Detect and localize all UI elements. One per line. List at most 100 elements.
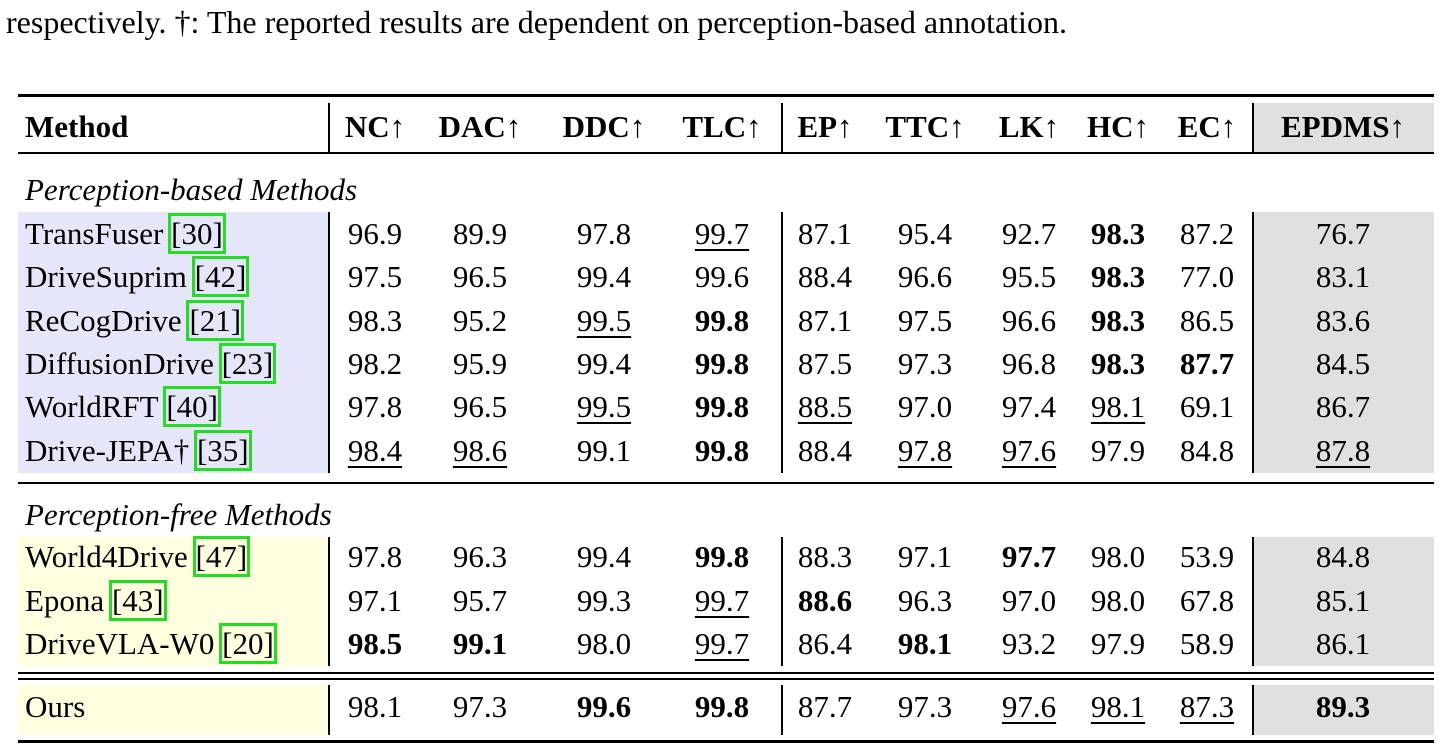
- score-cell: 99.8: [694, 389, 750, 424]
- header-cell: EP↑: [797, 109, 853, 144]
- header-cell: LK↑: [998, 109, 1060, 144]
- rule: [18, 678, 1434, 680]
- header-cell: NC↑: [344, 109, 406, 144]
- score-cell: 97.8: [576, 216, 632, 251]
- score-cell: 53.9: [1179, 539, 1235, 574]
- score-cell: 96.5: [452, 389, 508, 424]
- column-rule: [781, 103, 783, 152]
- score-cell: 98.3: [1090, 303, 1146, 338]
- score-cell: 97.9: [1090, 626, 1146, 661]
- score-cell: 92.7: [1001, 216, 1057, 251]
- header-cell: EPDMS↑: [1281, 109, 1405, 144]
- score-cell: 98.1: [897, 626, 953, 661]
- method-cell: DriveSuprim [42]: [25, 256, 250, 297]
- score-cell: 98.1: [1090, 689, 1146, 724]
- score-cell: 99.5: [576, 389, 632, 424]
- score-cell: 99.4: [576, 346, 632, 381]
- column-rule: [781, 685, 783, 735]
- score-cell: 97.3: [897, 689, 953, 724]
- column-rule: [328, 212, 330, 473]
- score-cell: 99.8: [694, 433, 750, 468]
- score-cell: 83.6: [1315, 303, 1371, 338]
- column-rule: [328, 685, 330, 735]
- score-cell: 99.8: [694, 346, 750, 381]
- score-cell: 89.9: [452, 216, 508, 251]
- score-cell: 98.3: [1090, 346, 1146, 381]
- score-cell: 98.4: [347, 433, 403, 468]
- score-cell: 95.4: [897, 216, 953, 251]
- method-cell: DriveVLA-W0 [20]: [25, 623, 277, 664]
- score-cell: 95.7: [452, 583, 508, 618]
- spacer: [214, 626, 222, 661]
- citation-link[interactable]: [40]: [163, 386, 221, 427]
- citation-link[interactable]: [20]: [219, 623, 277, 664]
- column-rule: [781, 212, 783, 473]
- caption: respectively. †: The reported results ar…: [6, 4, 1067, 40]
- citation-link[interactable]: [47]: [192, 536, 251, 577]
- header-cell: DDC↑: [562, 109, 646, 144]
- citation-link[interactable]: [35]: [193, 430, 252, 471]
- score-cell: 84.8: [1179, 433, 1235, 468]
- method-cell: TransFuser [30]: [25, 213, 226, 254]
- citation-link[interactable]: [43]: [108, 580, 167, 621]
- rule: [18, 482, 1434, 484]
- rule: [18, 740, 1434, 743]
- method-name: DriveVLA-W0: [25, 626, 215, 661]
- score-cell: 97.8: [897, 433, 953, 468]
- citation-link[interactable]: [21]: [186, 300, 245, 341]
- score-cell: 98.1: [1090, 389, 1146, 424]
- score-cell: 98.0: [1090, 539, 1146, 574]
- header-cell: Method: [25, 109, 129, 144]
- rule: [18, 94, 1434, 97]
- score-cell: 58.9: [1179, 626, 1235, 661]
- score-cell: 99.6: [694, 259, 750, 294]
- score-cell: 87.7: [1179, 346, 1235, 381]
- score-cell: 95.2: [452, 303, 508, 338]
- score-cell: 97.9: [1090, 433, 1146, 468]
- score-cell: 99.7: [694, 583, 750, 618]
- score-cell: 77.0: [1179, 259, 1235, 294]
- column-rule: [1252, 212, 1254, 473]
- score-cell: 88.6: [797, 583, 853, 618]
- score-cell: 87.5: [797, 346, 853, 381]
- score-cell: 97.1: [897, 539, 953, 574]
- score-cell: 96.3: [897, 583, 953, 618]
- score-cell: 84.8: [1315, 539, 1371, 574]
- score-cell: 87.7: [797, 689, 853, 724]
- score-cell: 83.1: [1315, 259, 1371, 294]
- score-cell: 99.7: [694, 216, 750, 251]
- citation-link[interactable]: [30]: [168, 213, 226, 254]
- score-cell: 86.4: [797, 626, 853, 661]
- score-cell: 98.0: [1090, 583, 1146, 618]
- score-cell: 86.1: [1315, 626, 1371, 661]
- score-cell: 89.3: [1315, 689, 1371, 724]
- score-cell: 99.5: [576, 303, 632, 338]
- score-cell: 97.5: [347, 259, 403, 294]
- header-cell: EC↑: [1177, 109, 1237, 144]
- method-cell: DiffusionDrive [23]: [25, 343, 277, 384]
- method-name: Drive-JEPA†: [25, 433, 190, 468]
- score-cell: 88.4: [797, 433, 853, 468]
- method-name: DriveSuprim: [25, 259, 187, 294]
- score-cell: 84.5: [1315, 346, 1371, 381]
- score-cell: 97.1: [347, 583, 403, 618]
- spacer: [104, 583, 112, 618]
- score-cell: 76.7: [1315, 216, 1371, 251]
- citation-link[interactable]: [23]: [218, 343, 277, 384]
- method-name: World4Drive: [25, 539, 188, 574]
- score-cell: 87.1: [797, 216, 853, 251]
- score-cell: 99.1: [576, 433, 632, 468]
- score-cell: 96.6: [897, 259, 953, 294]
- method-cell: Drive-JEPA† [35]: [25, 430, 252, 471]
- score-cell: 98.6: [452, 433, 508, 468]
- score-cell: 98.3: [1090, 216, 1146, 251]
- column-rule: [328, 537, 330, 666]
- method-shade: [18, 212, 328, 473]
- score-cell: 93.2: [1001, 626, 1057, 661]
- column-rule: [781, 537, 783, 666]
- score-cell: 97.8: [347, 389, 403, 424]
- method-cell: Epona [43]: [25, 580, 167, 621]
- score-cell: 97.4: [1001, 389, 1057, 424]
- citation-link[interactable]: [42]: [191, 256, 250, 297]
